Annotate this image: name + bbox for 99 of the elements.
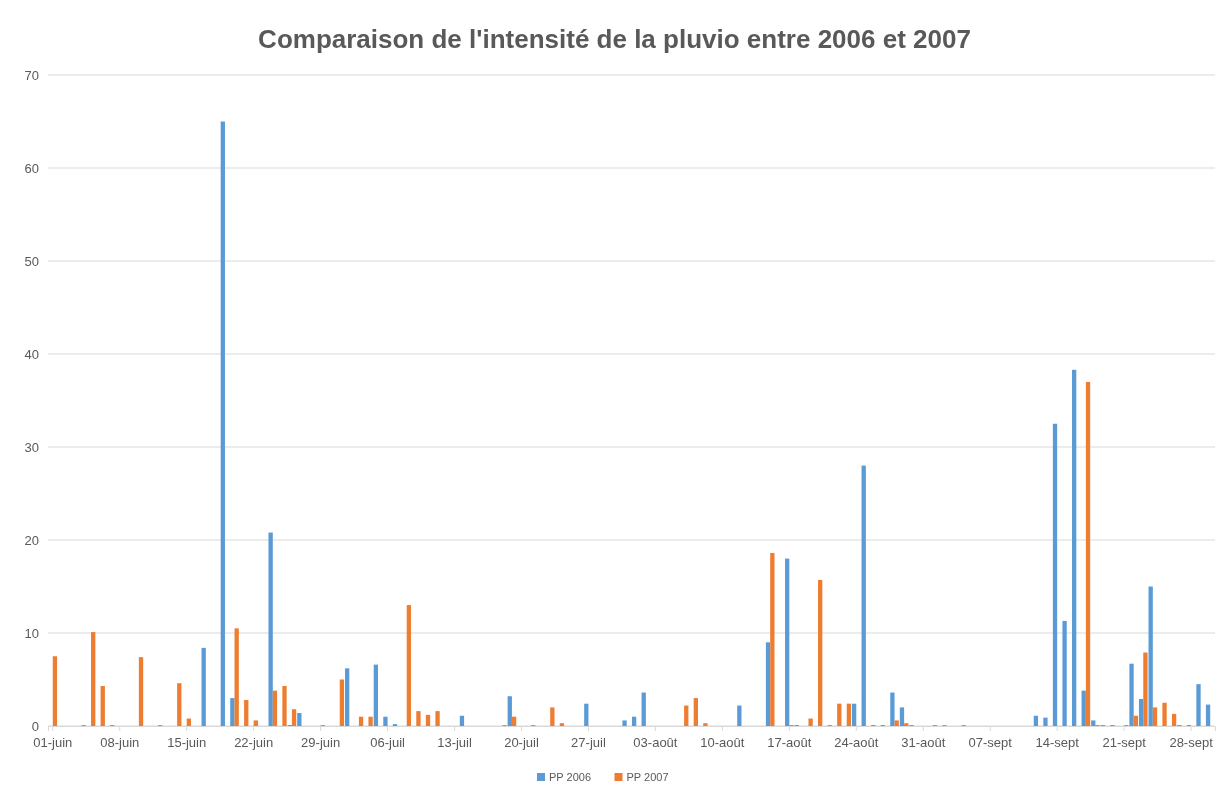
x-tick-label: 08-juin — [100, 735, 140, 750]
bar — [1138, 699, 1144, 726]
bar — [383, 716, 388, 726]
bar — [851, 703, 857, 726]
bar — [1162, 702, 1167, 726]
x-tick-label: 22-juin — [234, 735, 274, 750]
bar — [1052, 423, 1058, 726]
bar — [693, 698, 698, 726]
bar — [770, 553, 775, 726]
y-tick-label: 50 — [24, 253, 39, 269]
bar — [1091, 720, 1096, 726]
bar — [435, 711, 440, 726]
bar — [1171, 713, 1177, 726]
x-tick-label: 14-sept — [1035, 735, 1080, 750]
bar — [899, 707, 905, 726]
bar — [1148, 586, 1153, 726]
bar — [861, 465, 866, 726]
bar — [737, 705, 742, 726]
bar — [1205, 704, 1211, 726]
bar — [584, 703, 589, 726]
bar — [765, 642, 771, 726]
bar — [818, 579, 823, 726]
bar — [272, 690, 278, 726]
bar — [1143, 652, 1148, 726]
bar — [358, 716, 364, 726]
bar — [345, 668, 350, 726]
bar — [268, 532, 273, 726]
bar — [837, 703, 842, 726]
x-tick-label: 27-juil — [571, 735, 606, 750]
bar — [91, 632, 96, 726]
bar — [808, 718, 813, 726]
bar — [100, 686, 105, 726]
bar — [1085, 381, 1091, 726]
bar — [550, 707, 555, 726]
bar — [201, 647, 206, 726]
bar — [220, 121, 225, 726]
x-tick-label: 24-août — [834, 735, 879, 750]
bar — [511, 716, 517, 726]
bar — [253, 720, 258, 726]
x-tick-label: 31-août — [901, 735, 946, 750]
x-tick-label: 17-août — [767, 735, 812, 750]
bar — [282, 686, 287, 726]
bar — [641, 692, 646, 726]
x-tick-label: 06-juil — [370, 735, 406, 750]
bar — [1062, 620, 1067, 726]
x-tick-label: 15-juin — [167, 735, 207, 750]
y-tick-label: 60 — [24, 160, 39, 176]
bar — [1071, 369, 1077, 726]
bar — [1129, 663, 1134, 726]
x-tick-label: 21-sept — [1102, 735, 1147, 750]
bar — [230, 698, 235, 726]
x-tick-label: 28-sept — [1169, 735, 1214, 750]
y-tick-label: 30 — [24, 439, 39, 455]
bar — [703, 723, 708, 726]
x-tick-label: 29-juin — [301, 735, 341, 750]
bar — [52, 656, 58, 726]
bar — [890, 692, 895, 726]
y-tick-label: 40 — [24, 346, 39, 362]
bar — [1033, 715, 1039, 726]
bar — [894, 720, 899, 726]
bar — [1043, 717, 1048, 726]
bar — [425, 714, 431, 726]
bar — [622, 720, 627, 726]
bar — [234, 628, 239, 726]
x-tick-label: 01-juin — [33, 735, 73, 750]
bar — [631, 716, 637, 726]
y-tick-label: 0 — [31, 718, 39, 734]
legend-label: PP 2006 — [549, 771, 592, 783]
y-tick-label: 70 — [24, 67, 39, 83]
bar — [684, 705, 689, 726]
bar — [244, 699, 249, 726]
chart-title: Comparaison de l'intensité de la pluvio entre 2006 et 2007 — [258, 24, 971, 54]
x-tick-label: 07-sept — [968, 735, 1013, 750]
bar — [373, 664, 379, 726]
bar — [291, 709, 297, 726]
bar — [1133, 715, 1138, 726]
bar — [507, 696, 512, 726]
bar — [339, 679, 345, 726]
bar — [1081, 690, 1086, 726]
bar — [459, 715, 465, 726]
x-tick-label: 20-juil — [504, 735, 539, 750]
bar — [1196, 684, 1201, 726]
x-tick-label: 13-juil — [437, 735, 472, 750]
y-tick-label: 20 — [24, 532, 39, 548]
x-tick-label: 03-août — [633, 735, 678, 750]
bar — [416, 711, 421, 726]
bar — [177, 683, 182, 726]
y-tick-label: 10 — [24, 625, 39, 641]
bar — [138, 657, 144, 726]
bar — [1152, 707, 1158, 726]
bar — [368, 716, 373, 726]
bar — [785, 558, 790, 726]
bar — [406, 605, 412, 726]
legend-label: PP 2007 — [626, 771, 669, 783]
bar — [559, 723, 565, 726]
bar — [297, 712, 302, 726]
bar — [846, 703, 852, 726]
bar — [904, 723, 909, 726]
x-tick-label: 10-août — [700, 735, 745, 750]
